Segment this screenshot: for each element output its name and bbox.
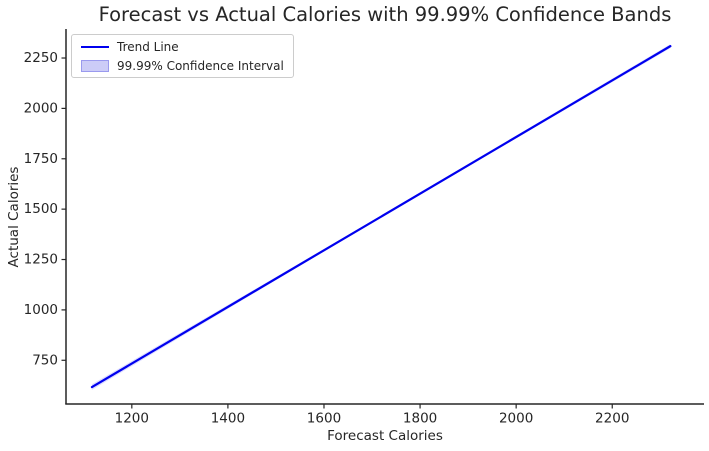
x-tick-label: 2200 [595, 411, 629, 427]
x-tick-label: 1200 [115, 411, 149, 427]
y-tick-label: 1250 [24, 252, 58, 268]
y-tick-label: 1750 [24, 151, 58, 167]
trend-line-swatch-icon [81, 45, 109, 48]
y-tick-label: 1500 [24, 201, 58, 217]
x-tick-label: 2000 [499, 411, 533, 427]
legend-item-trend-line: Trend Line [81, 39, 284, 54]
y-tick-label: 2000 [24, 100, 58, 116]
x-tick-label: 1400 [211, 411, 245, 427]
y-axis-label: Actual Calories [6, 166, 22, 268]
legend-box: Trend Line 99.99% Confidence Interval [71, 34, 294, 78]
y-tick-label: 750 [32, 352, 58, 368]
legend-item-confidence-interval: 99.99% Confidence Interval [81, 58, 284, 73]
x-tick-label: 1600 [307, 411, 341, 427]
x-tick-label: 1800 [403, 411, 437, 427]
confidence-band-swatch-icon [81, 59, 109, 72]
y-tick-label: 1000 [24, 302, 58, 318]
y-tick-label: 2250 [24, 50, 58, 66]
x-axis-label: Forecast Calories [327, 428, 443, 444]
chart-title: Forecast vs Actual Calories with 99.99% … [98, 3, 672, 26]
legend-label-confidence-interval: 99.99% Confidence Interval [117, 58, 284, 73]
legend-label-trend-line: Trend Line [117, 39, 179, 54]
trend-line [90, 45, 672, 389]
